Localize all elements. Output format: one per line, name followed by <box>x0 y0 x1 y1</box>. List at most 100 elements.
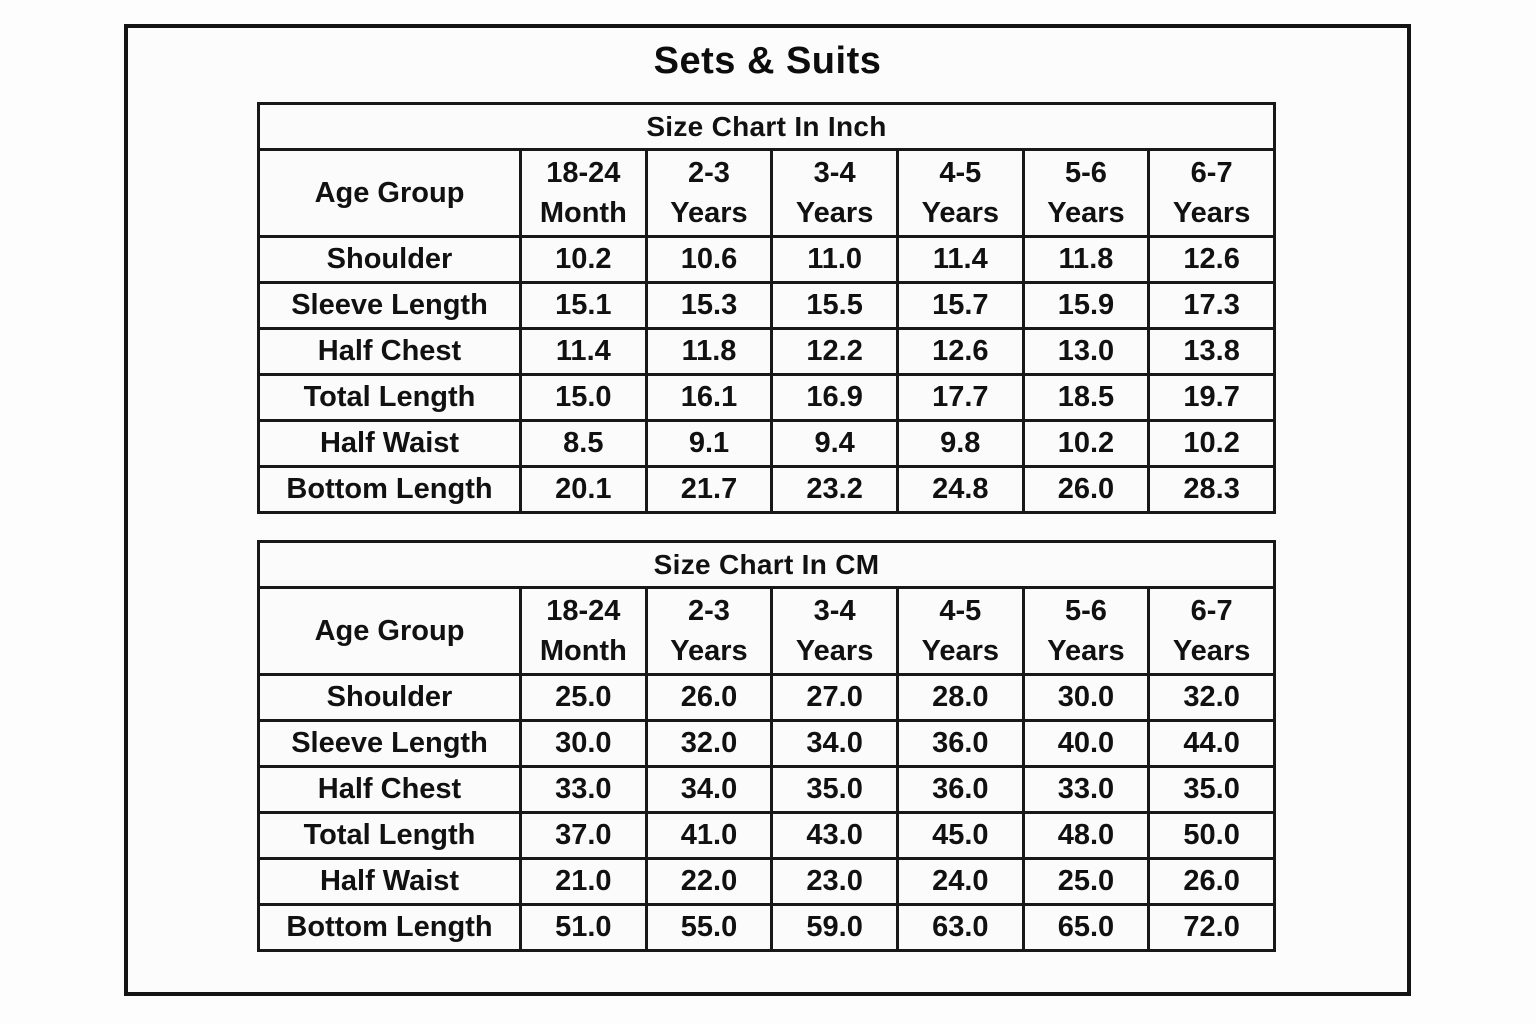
row-label-cell: Shoulder <box>257 235 522 284</box>
age-column-line: 4-5 <box>939 157 982 189</box>
measurement-row: Sleeve Length 30.0 32.0 34.0 36.0 40.0 44.0 <box>257 719 1276 768</box>
age-column-line: Years <box>1047 197 1125 229</box>
table-body: Shoulder 25.0 26.0 27.0 28.0 30.0 32.0 Sleeve L… <box>257 673 1276 952</box>
age-column-line: Month <box>539 197 627 229</box>
value-cell: 15.1 <box>519 281 648 330</box>
age-column-header: 6-7 Years <box>1147 148 1276 238</box>
row-label-cell: Total Length <box>257 373 522 422</box>
value-cell: 9.8 <box>895 419 1025 468</box>
value-cell: 11.0 <box>770 235 899 284</box>
value-cell: 50.0 <box>1147 811 1276 860</box>
value-cell: 28.3 <box>1147 465 1276 514</box>
value-cell: 32.0 <box>644 719 774 768</box>
age-column-line: 3-4 <box>813 595 856 627</box>
measurement-row: Half Chest 33.0 34.0 35.0 36.0 33.0 35.0 <box>257 765 1276 814</box>
value-cell: 11.8 <box>644 327 774 376</box>
value-cell: 26.0 <box>1147 857 1276 906</box>
value-cell: 25.0 <box>1021 857 1151 906</box>
age-column-header: 5-6 Years <box>1021 148 1151 238</box>
value-cell: 21.7 <box>644 465 774 514</box>
size-chart-table: Size Chart In CM Age Group 18-24 Month 2-3… <box>257 540 1276 952</box>
value-cell: 23.2 <box>770 465 899 514</box>
row-label-cell: Sleeve Length <box>257 719 522 768</box>
value-cell: 35.0 <box>770 765 899 814</box>
age-column-line: 2-3 <box>688 157 730 189</box>
value-cell: 37.0 <box>519 811 648 860</box>
age-column-header: 2-3 Years <box>644 148 774 238</box>
value-cell: 24.0 <box>895 857 1025 906</box>
value-cell: 10.2 <box>1147 419 1276 468</box>
age-column-line: Years <box>921 197 999 229</box>
value-cell: 20.1 <box>519 465 648 514</box>
value-cell: 16.1 <box>644 373 774 422</box>
age-column-line: Years <box>795 635 874 667</box>
value-cell: 72.0 <box>1147 903 1276 952</box>
age-column-line: 4-5 <box>939 595 982 627</box>
age-column-line: 6-7 <box>1190 595 1233 627</box>
measurement-row: Half Chest 11.4 11.8 12.2 12.6 13.0 13.8 <box>257 327 1276 376</box>
age-column-line: Years <box>921 635 999 667</box>
value-cell: 59.0 <box>770 903 899 952</box>
value-cell: 15.5 <box>770 281 899 330</box>
value-cell: 44.0 <box>1147 719 1276 768</box>
age-header-row: Age Group 18-24 Month 2-3 Years 3-4 Years 4-5 Y… <box>257 586 1276 676</box>
row-label-cell: Bottom Length <box>257 903 522 952</box>
age-column-line: Years <box>670 197 748 229</box>
value-cell: 19.7 <box>1147 373 1276 422</box>
value-cell: 11.4 <box>895 235 1025 284</box>
value-cell: 24.8 <box>895 465 1025 514</box>
table-title-row: Size Chart In CM <box>257 540 1276 589</box>
value-cell: 34.0 <box>770 719 899 768</box>
age-column-header: 4-5 Years <box>895 148 1025 238</box>
row-label-cell: Total Length <box>257 811 522 860</box>
age-column-line: 18-24 <box>546 595 621 627</box>
age-column-line: 3-4 <box>813 157 856 189</box>
row-label-cell: Half Waist <box>257 419 522 468</box>
measurement-row: Total Length 37.0 41.0 43.0 45.0 48.0 50.0 <box>257 811 1276 860</box>
age-column-line: 5-6 <box>1064 157 1107 189</box>
value-cell: 17.3 <box>1147 281 1276 330</box>
measurement-row: Total Length 15.0 16.1 16.9 17.7 18.5 19.7 <box>257 373 1276 422</box>
value-cell: 15.7 <box>895 281 1025 330</box>
value-cell: 9.1 <box>644 419 774 468</box>
value-cell: 33.0 <box>519 765 648 814</box>
age-column-line: Years <box>1047 635 1125 667</box>
size-chart-table: Size Chart In Inch Age Group 18-24 Month 2… <box>257 102 1276 514</box>
value-cell: 45.0 <box>895 811 1025 860</box>
value-cell: 27.0 <box>770 673 899 722</box>
corner-header-cell: Age Group <box>257 148 522 238</box>
age-column-line: 18-24 <box>546 157 621 189</box>
value-cell: 10.2 <box>519 235 648 284</box>
age-column-header: 2-3 Years <box>644 586 774 676</box>
age-column-line: Years <box>795 197 874 229</box>
value-cell: 16.9 <box>770 373 899 422</box>
row-label-cell: Half Waist <box>257 857 522 906</box>
age-column-line: Month <box>539 635 627 667</box>
value-cell: 10.2 <box>1021 419 1151 468</box>
value-cell: 51.0 <box>519 903 648 952</box>
age-column-line: Years <box>670 635 748 667</box>
measurement-row: Bottom Length 51.0 55.0 59.0 63.0 65.0 72.0 <box>257 903 1276 952</box>
value-cell: 26.0 <box>1021 465 1151 514</box>
table-title-row: Size Chart In Inch <box>257 102 1276 151</box>
value-cell: 15.3 <box>644 281 774 330</box>
corner-header-cell: Age Group <box>257 586 522 676</box>
value-cell: 21.0 <box>519 857 648 906</box>
value-cell: 23.0 <box>770 857 899 906</box>
value-cell: 48.0 <box>1021 811 1151 860</box>
value-cell: 34.0 <box>644 765 774 814</box>
measurement-row: Shoulder 25.0 26.0 27.0 28.0 30.0 32.0 <box>257 673 1276 722</box>
value-cell: 36.0 <box>895 719 1025 768</box>
row-label-cell: Shoulder <box>257 673 522 722</box>
age-column-header: 3-4 Years <box>770 586 899 676</box>
value-cell: 9.4 <box>770 419 899 468</box>
age-column-line: 6-7 <box>1190 157 1233 189</box>
value-cell: 30.0 <box>1021 673 1151 722</box>
value-cell: 15.9 <box>1021 281 1151 330</box>
value-cell: 18.5 <box>1021 373 1151 422</box>
table-body: Shoulder 10.2 10.6 11.0 11.4 11.8 12.6 Sleeve L… <box>257 235 1276 514</box>
value-cell: 13.8 <box>1147 327 1276 376</box>
row-label-cell: Half Chest <box>257 765 522 814</box>
